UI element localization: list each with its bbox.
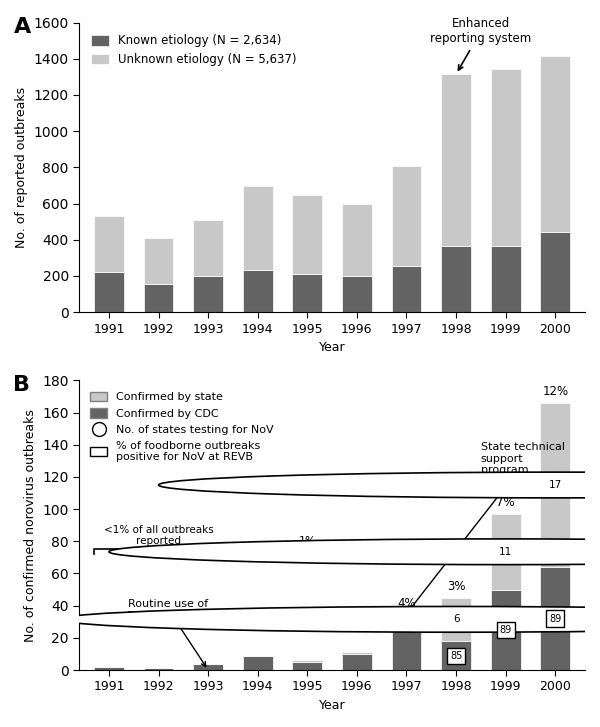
- Bar: [193, 220, 223, 276]
- Bar: [491, 590, 521, 670]
- Bar: [392, 628, 421, 670]
- X-axis label: Year: Year: [319, 699, 346, 712]
- Bar: [292, 662, 322, 670]
- Text: State technical
support
program
begins: State technical support program begins: [409, 442, 565, 610]
- Bar: [342, 654, 372, 670]
- Text: 12%: 12%: [542, 385, 568, 398]
- Bar: [342, 276, 372, 312]
- Text: 89: 89: [500, 624, 512, 635]
- Bar: [243, 270, 272, 312]
- Bar: [243, 186, 272, 270]
- Bar: [94, 273, 124, 312]
- Text: 17: 17: [548, 480, 562, 490]
- Text: 3%: 3%: [447, 580, 466, 593]
- Bar: [94, 216, 124, 273]
- Circle shape: [59, 606, 600, 632]
- FancyBboxPatch shape: [547, 611, 564, 627]
- Text: 4%: 4%: [397, 598, 416, 611]
- Bar: [94, 667, 124, 670]
- Bar: [243, 656, 272, 670]
- Text: 89: 89: [549, 614, 562, 624]
- Bar: [143, 668, 173, 670]
- Bar: [441, 598, 471, 641]
- Text: 1%: 1%: [299, 536, 316, 546]
- Bar: [342, 652, 372, 654]
- Text: B: B: [13, 374, 31, 395]
- Bar: [541, 56, 570, 232]
- Bar: [392, 266, 421, 312]
- Bar: [342, 204, 372, 276]
- Text: A: A: [13, 17, 31, 37]
- Bar: [491, 514, 521, 590]
- Bar: [193, 664, 223, 670]
- Text: <1% of all outbreaks
reported: <1% of all outbreaks reported: [104, 525, 214, 546]
- Circle shape: [109, 539, 600, 565]
- Bar: [392, 615, 421, 628]
- Text: Routine use of
RT-PCR by CDC: Routine use of RT-PCR by CDC: [127, 599, 210, 667]
- Bar: [441, 74, 471, 246]
- FancyBboxPatch shape: [497, 622, 515, 638]
- Bar: [143, 284, 173, 312]
- Bar: [143, 238, 173, 284]
- Bar: [541, 403, 570, 567]
- Bar: [441, 246, 471, 312]
- Circle shape: [158, 472, 600, 498]
- Legend: Known etiology (N = 2,634), Unknown etiology (N = 5,637): Known etiology (N = 2,634), Unknown etio…: [85, 28, 302, 72]
- Bar: [541, 567, 570, 670]
- Bar: [292, 660, 322, 662]
- Legend: Confirmed by state, Confirmed by CDC, No. of states testing for NoV, % of foodbo: Confirmed by state, Confirmed by CDC, No…: [85, 386, 279, 467]
- Bar: [193, 276, 223, 312]
- FancyBboxPatch shape: [447, 648, 465, 664]
- Bar: [491, 68, 521, 246]
- Bar: [392, 166, 421, 266]
- Y-axis label: No. of confirmed norovirus outbreaks: No. of confirmed norovirus outbreaks: [24, 409, 37, 642]
- Bar: [491, 246, 521, 312]
- Bar: [441, 641, 471, 670]
- Bar: [292, 196, 322, 274]
- Text: 11: 11: [499, 547, 512, 557]
- Bar: [541, 232, 570, 312]
- Bar: [292, 274, 322, 312]
- Text: 6: 6: [453, 614, 460, 624]
- Y-axis label: No. of reported outbreaks: No. of reported outbreaks: [15, 87, 28, 248]
- Text: 85: 85: [450, 651, 462, 661]
- Text: 7%: 7%: [496, 496, 515, 509]
- X-axis label: Year: Year: [319, 341, 346, 354]
- Text: Enhanced
reporting system: Enhanced reporting system: [430, 17, 532, 70]
